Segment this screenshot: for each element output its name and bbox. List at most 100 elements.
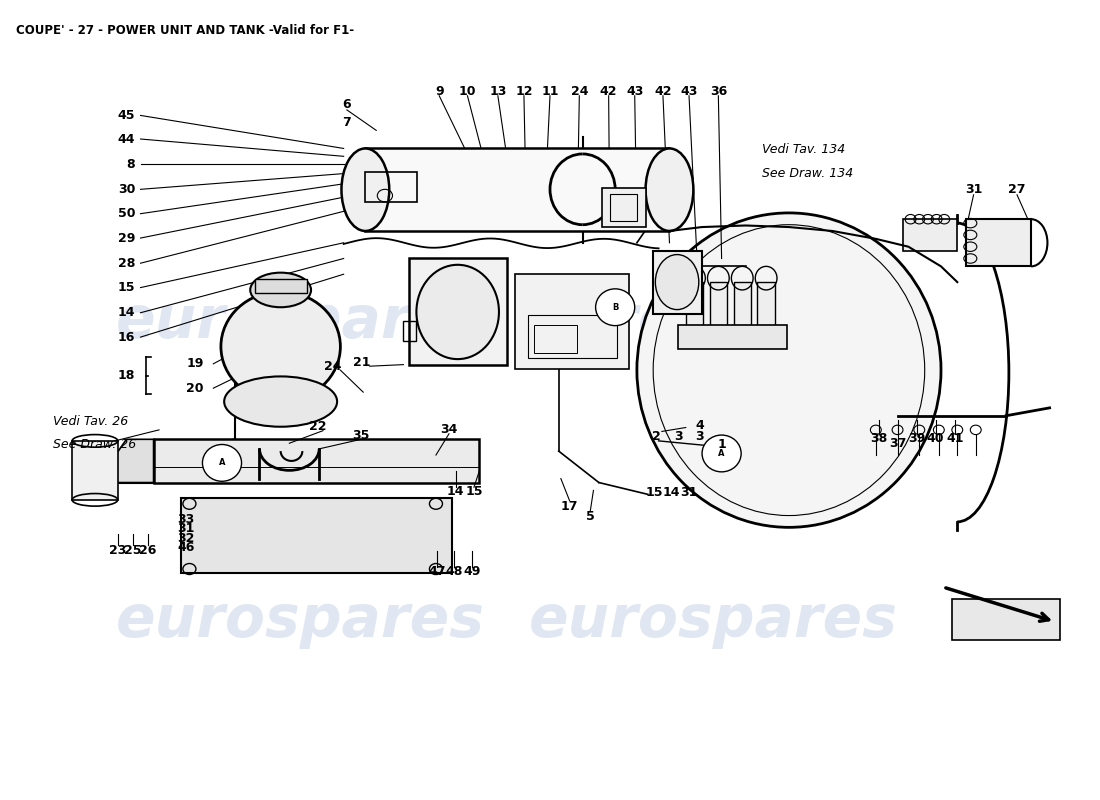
Text: 3: 3 xyxy=(674,430,682,442)
Text: 1: 1 xyxy=(717,438,726,450)
Ellipse shape xyxy=(250,273,311,307)
Text: 40: 40 xyxy=(927,432,944,445)
Text: 33: 33 xyxy=(177,513,195,526)
Text: 19: 19 xyxy=(186,358,204,370)
Polygon shape xyxy=(116,439,154,482)
Ellipse shape xyxy=(595,289,635,326)
Text: 36: 36 xyxy=(710,85,727,98)
Text: See Draw. 26: See Draw. 26 xyxy=(53,438,135,451)
Text: eurospares: eurospares xyxy=(528,592,898,649)
Text: 6: 6 xyxy=(342,98,351,111)
Text: COUPE' - 27 - POWER UNIT AND TANK -Valid for F1-: COUPE' - 27 - POWER UNIT AND TANK -Valid… xyxy=(15,24,354,38)
Text: 49: 49 xyxy=(463,565,481,578)
Text: See Draw. 134: See Draw. 134 xyxy=(762,167,852,180)
Text: 16: 16 xyxy=(118,330,135,344)
Text: 25: 25 xyxy=(124,545,142,558)
Text: 9: 9 xyxy=(434,85,443,98)
Text: 48: 48 xyxy=(446,565,463,578)
Text: 13: 13 xyxy=(490,85,507,98)
Text: 4: 4 xyxy=(695,418,704,432)
Bar xyxy=(679,326,786,349)
Text: 50: 50 xyxy=(118,207,135,220)
Bar xyxy=(534,326,578,353)
Bar xyxy=(365,149,670,231)
Text: 15: 15 xyxy=(465,486,483,498)
Bar xyxy=(903,219,957,250)
Bar xyxy=(154,439,480,482)
Ellipse shape xyxy=(341,149,389,231)
Text: eurospares: eurospares xyxy=(116,592,485,649)
Text: 10: 10 xyxy=(459,85,476,98)
Text: 32: 32 xyxy=(177,532,195,545)
Text: 42: 42 xyxy=(600,85,617,98)
Text: 8: 8 xyxy=(126,158,135,170)
Bar xyxy=(409,258,507,365)
Bar xyxy=(528,315,617,358)
Bar xyxy=(758,282,774,330)
Text: 38: 38 xyxy=(870,432,888,445)
Text: 7: 7 xyxy=(342,116,351,129)
Ellipse shape xyxy=(202,445,242,482)
Text: 31: 31 xyxy=(680,486,697,499)
Text: 45: 45 xyxy=(118,109,135,122)
Text: Vedi Tav. 26: Vedi Tav. 26 xyxy=(53,414,128,427)
Ellipse shape xyxy=(656,254,699,310)
Bar xyxy=(73,441,118,500)
Text: 43: 43 xyxy=(680,85,697,98)
Bar xyxy=(254,279,307,293)
Bar xyxy=(952,599,1060,640)
Bar xyxy=(710,282,727,330)
Bar xyxy=(966,219,1031,266)
Text: 42: 42 xyxy=(654,85,672,98)
Text: 31: 31 xyxy=(965,183,982,196)
Text: 37: 37 xyxy=(889,437,906,450)
Text: 30: 30 xyxy=(118,183,135,196)
Text: 34: 34 xyxy=(440,423,458,436)
Text: eurospares: eurospares xyxy=(116,293,485,350)
Text: 26: 26 xyxy=(140,545,157,558)
Text: 23: 23 xyxy=(109,545,126,558)
Text: 41: 41 xyxy=(946,432,964,445)
Bar xyxy=(404,322,417,341)
Bar xyxy=(609,194,637,221)
Text: 43: 43 xyxy=(626,85,644,98)
Text: 21: 21 xyxy=(353,356,371,369)
Text: 44: 44 xyxy=(118,133,135,146)
Text: eurospares: eurospares xyxy=(528,293,898,350)
Text: 15: 15 xyxy=(118,281,135,294)
Text: 18: 18 xyxy=(118,369,135,382)
Text: 39: 39 xyxy=(909,432,926,445)
Bar xyxy=(602,188,646,227)
Text: 5: 5 xyxy=(586,510,595,523)
Bar xyxy=(515,274,629,369)
Ellipse shape xyxy=(702,435,741,472)
Text: 15: 15 xyxy=(646,486,663,499)
Bar xyxy=(365,172,418,202)
Text: 35: 35 xyxy=(352,429,370,442)
Ellipse shape xyxy=(637,213,940,527)
Bar xyxy=(734,282,751,330)
Text: 31: 31 xyxy=(177,522,195,535)
Text: 27: 27 xyxy=(1009,183,1026,196)
Ellipse shape xyxy=(417,265,499,359)
Text: 14: 14 xyxy=(118,306,135,319)
Text: 14: 14 xyxy=(447,486,464,498)
Text: 3: 3 xyxy=(695,430,704,442)
Text: 11: 11 xyxy=(541,85,559,98)
Bar xyxy=(180,498,452,573)
Bar xyxy=(653,250,702,314)
Text: 22: 22 xyxy=(309,420,327,434)
Text: B: B xyxy=(612,302,618,312)
Text: A: A xyxy=(718,449,725,458)
Text: 20: 20 xyxy=(186,382,204,394)
Ellipse shape xyxy=(646,149,693,231)
Ellipse shape xyxy=(224,377,337,426)
Text: A: A xyxy=(219,458,225,467)
Text: 2: 2 xyxy=(652,430,661,442)
Text: 47: 47 xyxy=(428,565,446,578)
Text: 29: 29 xyxy=(118,231,135,245)
Text: 12: 12 xyxy=(515,85,532,98)
Bar xyxy=(685,282,703,330)
Text: 24: 24 xyxy=(571,85,588,98)
Text: 24: 24 xyxy=(324,360,341,373)
